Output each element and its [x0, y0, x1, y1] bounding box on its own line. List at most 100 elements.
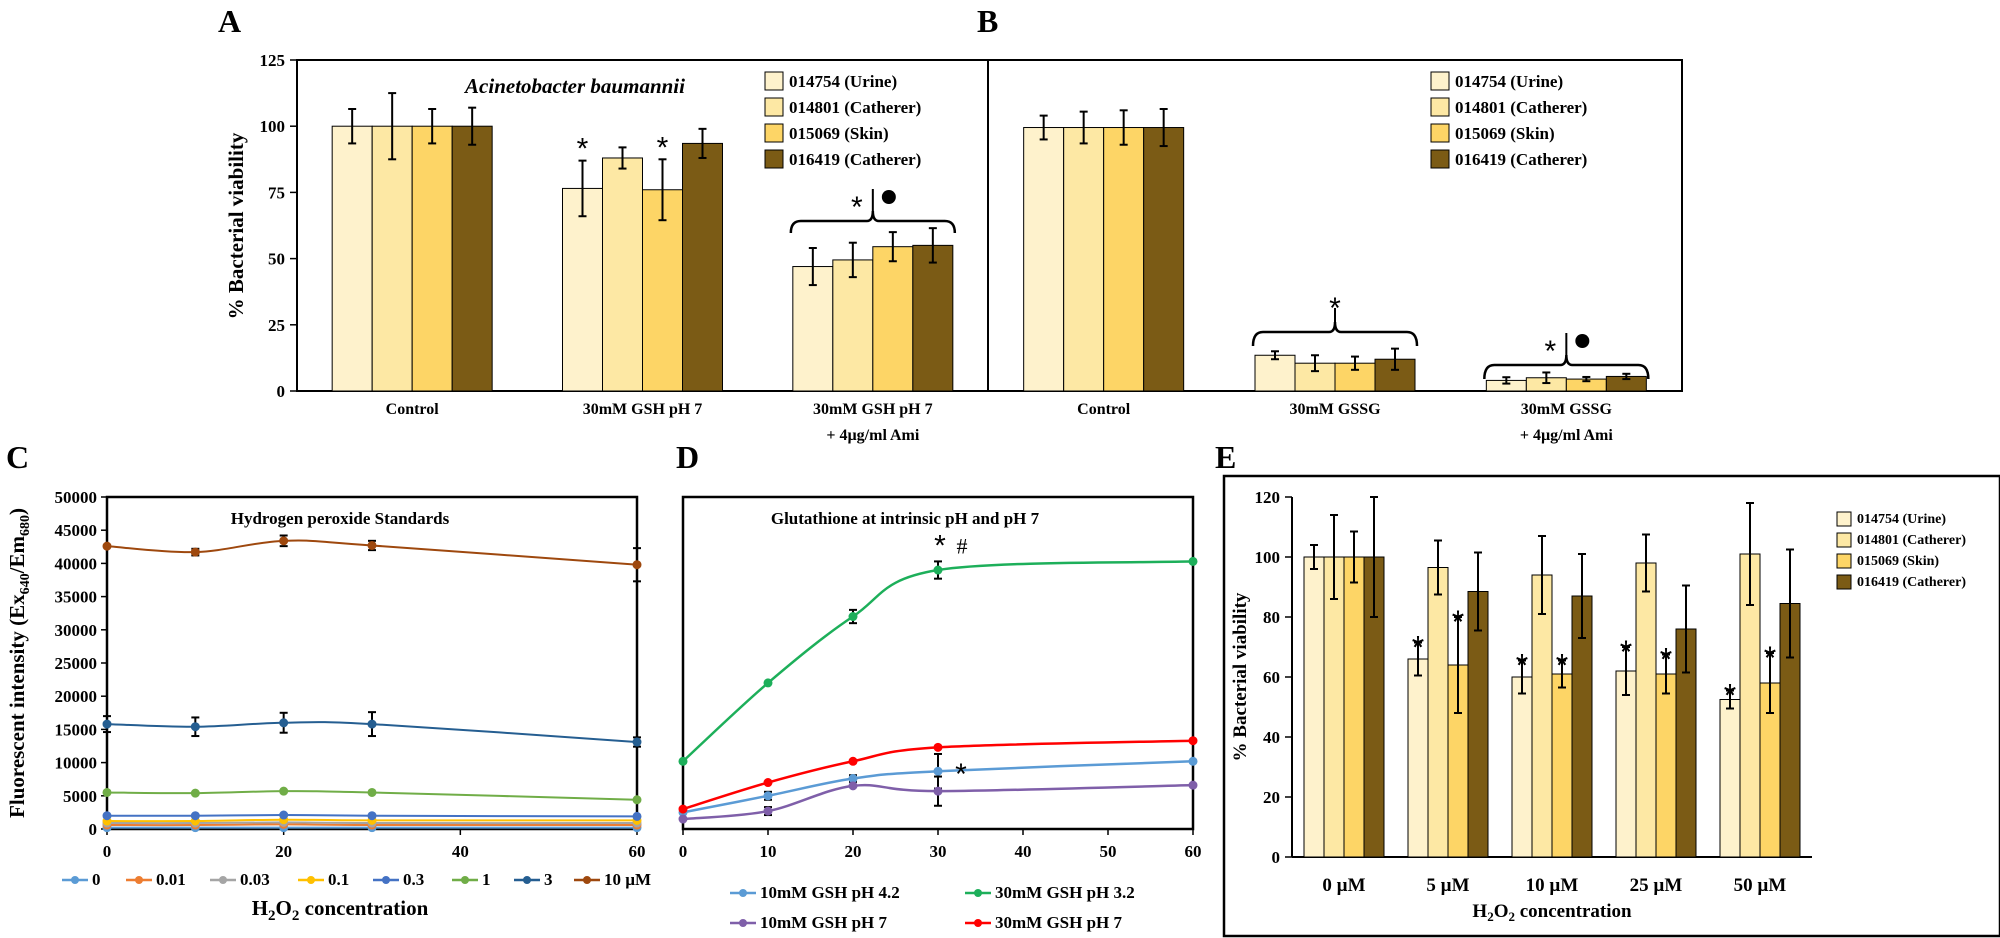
- bar: [1143, 127, 1185, 392]
- legend-label: 10mM GSH pH 4.2: [760, 883, 900, 902]
- legend-marker: [523, 876, 531, 884]
- category-label: 30mM GSH pH 7: [583, 401, 703, 418]
- data-point: [848, 781, 858, 791]
- bar: [1655, 673, 1677, 858]
- x-tick-label: 0: [103, 842, 112, 861]
- legend-label: 30mM GSH pH 3.2: [995, 883, 1135, 902]
- bar: [872, 246, 914, 392]
- y-tick-label: 45000: [55, 521, 98, 540]
- x-tick-label: 50: [1100, 842, 1117, 861]
- category-label: 10 µM: [1526, 875, 1579, 896]
- series-line: [106, 539, 638, 566]
- y-tick-label: 40: [1263, 728, 1280, 747]
- chart-title: Hydrogen peroxide Standards: [231, 509, 450, 528]
- y-axis-label: % Bacterial viability: [1230, 592, 1251, 761]
- category-label: 0 µM: [1322, 875, 1365, 896]
- significance-star: *: [1516, 648, 1528, 684]
- legend-marker: [583, 876, 591, 884]
- legend-marker: [974, 919, 982, 927]
- y-tick-label: 20: [1263, 788, 1280, 807]
- significance-star: *: [1544, 335, 1556, 368]
- data-point: [678, 756, 688, 766]
- series-line: [106, 821, 638, 825]
- y-axis-label: % Bacterial viability: [224, 132, 248, 319]
- panel-label-d: D: [676, 439, 699, 475]
- y-axis-label-part: /Em: [5, 536, 29, 575]
- legend-label: 1: [482, 870, 491, 889]
- series-line: [682, 783, 1194, 821]
- x-axis-label-subscript: 2: [1487, 909, 1494, 924]
- bar: [1427, 567, 1449, 858]
- legend-label: 0.01: [156, 870, 186, 889]
- y-tick-label: 20000: [55, 687, 98, 706]
- legend-label: 014754 (Urine): [1857, 512, 1946, 527]
- legend-label: 014801 (Catherer): [1455, 98, 1587, 117]
- bar: [792, 266, 834, 392]
- panel-d-chart: 0 10 20 30 40 50 60 Glutathione at intrinsic pH…: [678, 495, 1202, 932]
- legend-label: 015069 (Skin): [789, 124, 889, 143]
- y-tick-label: 30000: [55, 621, 98, 640]
- data-point: [367, 787, 377, 797]
- data-point: [190, 722, 200, 732]
- significance-bracket: [789, 210, 957, 234]
- legend-label: 0: [92, 870, 101, 889]
- data-point: [678, 804, 688, 814]
- category-sublabel: + 4µg/ml Ami: [1520, 427, 1614, 444]
- panel-label-a: A: [218, 3, 241, 39]
- significance-bracket: [1251, 321, 1419, 347]
- panel-label-e: E: [1215, 439, 1236, 475]
- data-point: [102, 811, 112, 821]
- bar: [331, 125, 373, 392]
- legend-label: 10 µM: [604, 870, 651, 889]
- legend-label: 014754 (Urine): [1455, 72, 1563, 91]
- category-label: 30mM GSSG: [1289, 401, 1381, 418]
- series-line: [106, 818, 638, 823]
- data-point: [848, 774, 858, 784]
- panel-b-chart: Control 30mM GSSG 30mM GSSG + 4µg/ml Ami 014…: [987, 59, 1683, 444]
- bar: [1103, 127, 1145, 392]
- panel-label-c: C: [6, 439, 29, 475]
- y-tick-label: 25: [268, 316, 285, 335]
- data-point: [102, 541, 112, 551]
- y-tick-label: 35000: [55, 588, 98, 607]
- data-point: [632, 811, 642, 821]
- legend-label: 014801 (Catherer): [1857, 533, 1966, 548]
- bar: [562, 187, 603, 392]
- data-point: [279, 718, 289, 728]
- data-point: [102, 719, 112, 729]
- bar: [411, 125, 453, 392]
- category-label: 25 µM: [1630, 875, 1683, 896]
- category-sublabel: + 4µg/ml Ami: [826, 427, 920, 444]
- chart-title: Acinetobacter baumannii: [463, 74, 685, 98]
- legend-marker: [382, 876, 390, 884]
- data-point: [1188, 780, 1198, 790]
- y-axis-label-subscript: 640: [18, 573, 33, 594]
- data-point: [367, 719, 377, 729]
- data-point: [279, 536, 289, 546]
- bar: [1294, 362, 1336, 392]
- legend-swatch: [764, 97, 784, 117]
- legend-label: 0.03: [240, 870, 270, 889]
- series-line: [682, 739, 1194, 811]
- significance-star: *: [851, 191, 863, 224]
- x-axis-label-part: O: [1494, 901, 1509, 922]
- legend-label: 3: [544, 870, 553, 889]
- x-tick-label: 20: [845, 842, 862, 861]
- legend-marker: [461, 876, 469, 884]
- bar: [1303, 556, 1325, 858]
- data-point: [933, 786, 943, 796]
- bar: [912, 244, 954, 392]
- x-tick-label: 60: [1185, 842, 1202, 861]
- data-point: [102, 787, 112, 797]
- y-axis-label-part: ): [5, 508, 29, 515]
- series-line: [682, 560, 1194, 763]
- significance-star: *: [657, 131, 669, 164]
- x-axis-label-part: H: [1472, 901, 1487, 922]
- data-point: [933, 565, 943, 575]
- significance-star: *: [955, 758, 967, 791]
- bar: [1323, 556, 1345, 858]
- bar: [371, 125, 413, 392]
- legend-swatch: [1836, 532, 1852, 548]
- significance-star: *: [1620, 634, 1632, 670]
- x-tick-label: 40: [1015, 842, 1032, 861]
